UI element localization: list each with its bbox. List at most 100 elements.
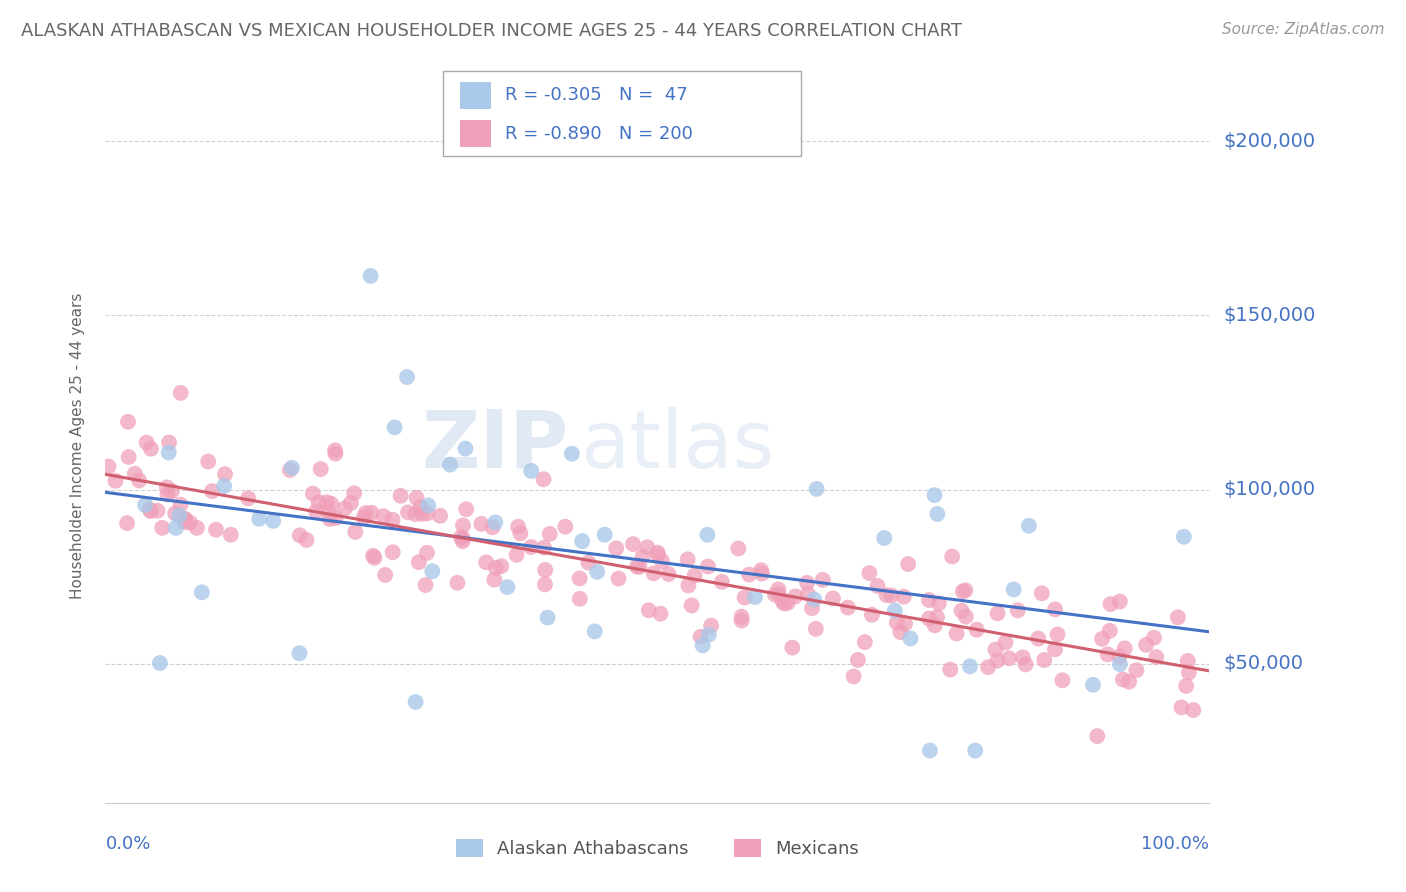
Point (353, 510, 375, 524)
Point (738, 567, 761, 582)
Point (1114, 641, 1136, 656)
Point (139, 502, 162, 516)
Point (496, 580, 519, 594)
Point (945, 626, 967, 640)
Point (1118, 674, 1140, 689)
Point (533, 541, 555, 555)
Point (700, 618, 723, 632)
Point (420, 564, 443, 578)
Point (405, 695, 427, 709)
Point (621, 537, 644, 551)
Point (806, 482, 828, 496)
Point (450, 530, 472, 544)
Point (658, 567, 681, 582)
Text: $150,000: $150,000 (1223, 306, 1316, 325)
Point (561, 447, 583, 461)
Point (1177, 654, 1199, 668)
Point (160, 483, 183, 498)
Point (676, 552, 699, 566)
Point (520, 464, 543, 478)
Point (325, 447, 347, 461)
Point (1052, 673, 1074, 688)
Point (1007, 603, 1029, 617)
Point (381, 545, 404, 559)
Point (1043, 602, 1066, 616)
Point (344, 524, 367, 539)
Point (678, 578, 700, 592)
Point (749, 563, 772, 577)
Point (456, 502, 478, 516)
Point (325, 511, 347, 525)
Point (1112, 673, 1135, 687)
Point (295, 533, 318, 547)
Point (318, 505, 340, 519)
Point (1170, 700, 1192, 714)
Point (966, 623, 988, 637)
Point (484, 516, 506, 530)
Point (873, 531, 896, 545)
Point (1033, 653, 1056, 667)
Text: $50,000: $50,000 (1223, 654, 1303, 673)
Point (894, 616, 917, 631)
Point (568, 572, 591, 586)
Point (647, 548, 669, 562)
Point (429, 508, 451, 523)
Point (536, 610, 558, 624)
Point (1046, 627, 1069, 641)
Point (697, 628, 720, 642)
Point (305, 504, 328, 518)
Point (165, 507, 187, 521)
Point (191, 585, 214, 599)
Point (343, 486, 366, 500)
Point (118, 450, 141, 464)
Point (1098, 624, 1121, 638)
Text: 0.0%: 0.0% (105, 835, 150, 853)
Text: 100.0%: 100.0% (1142, 835, 1209, 853)
Point (986, 654, 1008, 668)
Point (628, 559, 651, 574)
Point (340, 496, 363, 510)
Point (689, 630, 711, 644)
Point (571, 534, 593, 549)
Y-axis label: Householder Income Ages 25 - 44 years: Householder Income Ages 25 - 44 years (70, 293, 84, 599)
Point (404, 507, 426, 521)
Point (146, 504, 169, 518)
Point (866, 579, 889, 593)
Point (893, 590, 915, 604)
Point (918, 593, 941, 607)
Point (681, 599, 703, 613)
Point (955, 583, 977, 598)
Point (1108, 594, 1130, 608)
Point (381, 513, 404, 527)
Point (1143, 631, 1166, 645)
Point (554, 520, 576, 534)
Point (607, 572, 630, 586)
Point (1081, 678, 1104, 692)
Point (1108, 649, 1130, 664)
Point (683, 568, 706, 582)
Point (897, 557, 920, 571)
Point (309, 462, 332, 476)
Point (860, 607, 883, 622)
Point (149, 656, 172, 670)
Point (692, 639, 714, 653)
Point (925, 610, 948, 624)
Point (977, 660, 1000, 674)
Point (173, 515, 195, 529)
Point (643, 566, 665, 581)
Point (994, 635, 1017, 649)
Point (186, 521, 208, 535)
Point (415, 578, 437, 592)
Point (374, 568, 396, 582)
Point (782, 640, 804, 655)
Point (1097, 648, 1119, 662)
Point (626, 559, 648, 574)
Point (731, 614, 754, 628)
Point (405, 491, 427, 505)
Point (1011, 650, 1033, 665)
Point (157, 435, 180, 450)
Point (134, 498, 156, 512)
Point (361, 549, 384, 563)
Point (1144, 650, 1167, 665)
Point (586, 565, 609, 579)
